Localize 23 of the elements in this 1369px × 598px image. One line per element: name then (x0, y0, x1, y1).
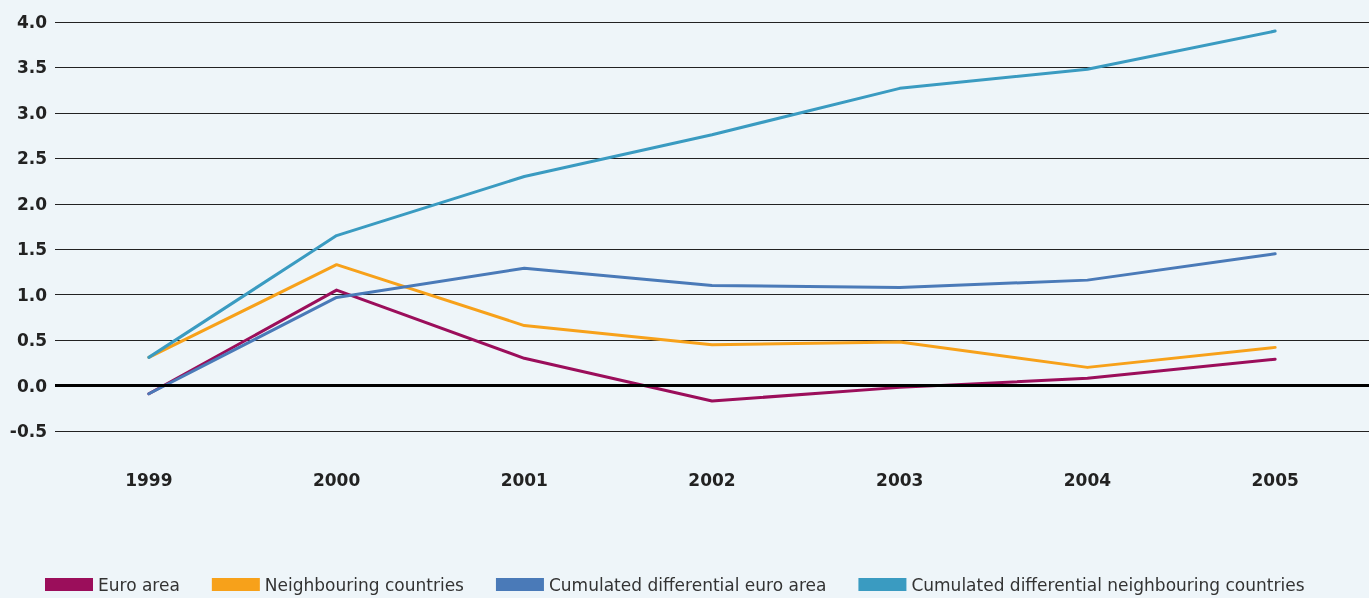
y-tick-label: 2.0 (16, 193, 48, 214)
y-tick-label: 1.0 (16, 284, 48, 305)
x-tick-label: 2001 (500, 469, 548, 490)
legend-label: Cumulated differential euro area (548, 574, 827, 595)
y-tick-label: 0.0 (16, 375, 48, 396)
x-tick-label: 1999 (125, 469, 173, 490)
legend-label: Euro area (98, 574, 180, 595)
y-tick-label: 2.5 (16, 148, 47, 169)
legend-label: Cumulated differential neighbouring countries (911, 574, 1305, 595)
y-tick-label: 4.0 (16, 12, 48, 32)
x-tick-label: 2005 (1251, 469, 1299, 490)
x-tick-label: 2003 (876, 469, 924, 490)
y-tick-label: 3.5 (16, 57, 47, 78)
line-series (147, 252, 1277, 396)
x-tick-label: 2002 (688, 469, 736, 490)
y-tick-label: 1.5 (16, 239, 47, 260)
x-tick-label: 2004 (1063, 469, 1112, 490)
x-tick-label: 2000 (312, 469, 361, 490)
line-series (147, 29, 1277, 359)
y-tick-label: -0.5 (9, 421, 47, 441)
y-tick-label: 3.0 (16, 102, 48, 123)
legend-label: Neighbouring countries (264, 574, 465, 595)
y-tick-label: 0.5 (16, 330, 47, 351)
